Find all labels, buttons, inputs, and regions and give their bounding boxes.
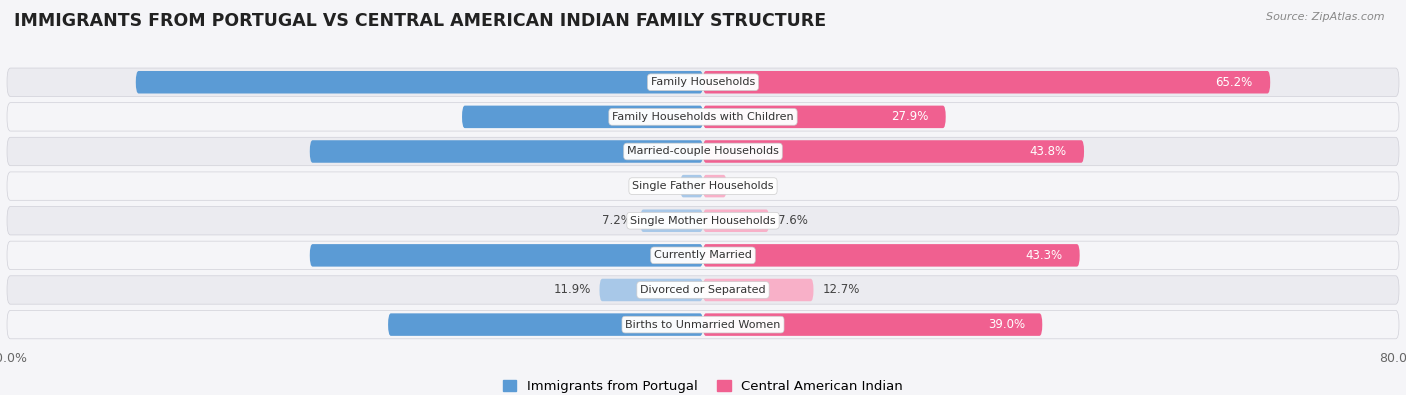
FancyBboxPatch shape xyxy=(703,175,727,198)
FancyBboxPatch shape xyxy=(7,103,1399,131)
Text: 7.2%: 7.2% xyxy=(602,214,631,227)
Text: Births to Unmarried Women: Births to Unmarried Women xyxy=(626,320,780,329)
FancyBboxPatch shape xyxy=(681,175,703,198)
Text: 2.7%: 2.7% xyxy=(735,180,765,193)
FancyBboxPatch shape xyxy=(7,172,1399,200)
Text: 2.6%: 2.6% xyxy=(641,180,672,193)
Text: 65.2%: 65.2% xyxy=(686,76,723,89)
FancyBboxPatch shape xyxy=(7,310,1399,339)
Legend: Immigrants from Portugal, Central American Indian: Immigrants from Portugal, Central Americ… xyxy=(498,375,908,395)
Text: 36.2%: 36.2% xyxy=(686,318,723,331)
FancyBboxPatch shape xyxy=(7,207,1399,235)
FancyBboxPatch shape xyxy=(7,241,1399,269)
FancyBboxPatch shape xyxy=(703,279,814,301)
Text: Currently Married: Currently Married xyxy=(654,250,752,260)
FancyBboxPatch shape xyxy=(640,209,703,232)
FancyBboxPatch shape xyxy=(703,209,769,232)
FancyBboxPatch shape xyxy=(463,105,703,128)
Text: Married-couple Households: Married-couple Households xyxy=(627,147,779,156)
FancyBboxPatch shape xyxy=(703,71,1270,94)
Text: 39.0%: 39.0% xyxy=(988,318,1025,331)
Text: Family Households: Family Households xyxy=(651,77,755,87)
FancyBboxPatch shape xyxy=(703,244,1080,267)
Text: 27.9%: 27.9% xyxy=(891,110,928,123)
FancyBboxPatch shape xyxy=(703,105,946,128)
FancyBboxPatch shape xyxy=(136,71,703,94)
Text: Single Father Households: Single Father Households xyxy=(633,181,773,191)
Text: 43.8%: 43.8% xyxy=(1029,145,1067,158)
Text: 45.2%: 45.2% xyxy=(686,249,723,262)
FancyBboxPatch shape xyxy=(309,244,703,267)
Text: Single Mother Households: Single Mother Households xyxy=(630,216,776,226)
FancyBboxPatch shape xyxy=(309,140,703,163)
FancyBboxPatch shape xyxy=(599,279,703,301)
Text: 43.3%: 43.3% xyxy=(1025,249,1063,262)
Text: 12.7%: 12.7% xyxy=(823,284,859,297)
Text: Divorced or Separated: Divorced or Separated xyxy=(640,285,766,295)
FancyBboxPatch shape xyxy=(703,313,1042,336)
Text: Family Households with Children: Family Households with Children xyxy=(612,112,794,122)
Text: Source: ZipAtlas.com: Source: ZipAtlas.com xyxy=(1267,12,1385,22)
FancyBboxPatch shape xyxy=(7,68,1399,96)
FancyBboxPatch shape xyxy=(7,137,1399,166)
Text: IMMIGRANTS FROM PORTUGAL VS CENTRAL AMERICAN INDIAN FAMILY STRUCTURE: IMMIGRANTS FROM PORTUGAL VS CENTRAL AMER… xyxy=(14,12,827,30)
Text: 27.7%: 27.7% xyxy=(686,110,723,123)
Text: 11.9%: 11.9% xyxy=(554,284,591,297)
Text: 45.2%: 45.2% xyxy=(686,145,723,158)
FancyBboxPatch shape xyxy=(388,313,703,336)
FancyBboxPatch shape xyxy=(7,276,1399,304)
FancyBboxPatch shape xyxy=(703,140,1084,163)
Text: 65.2%: 65.2% xyxy=(1216,76,1253,89)
Text: 7.6%: 7.6% xyxy=(778,214,807,227)
